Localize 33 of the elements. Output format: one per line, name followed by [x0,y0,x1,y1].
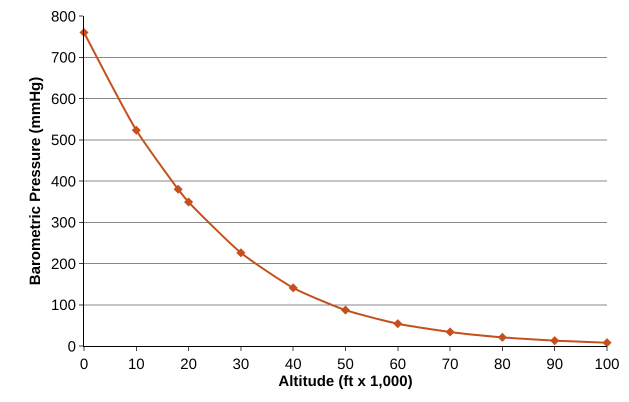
x-tick-label: 80 [494,356,511,373]
point [184,197,194,207]
x-tick-label: 50 [337,356,354,373]
point [288,283,298,292]
y-tick-label: 700 [50,50,76,66]
y-tick-label: 400 [50,173,76,190]
x-tick-label: 30 [232,356,250,373]
point [498,332,507,342]
x-axis-title: Altitude (ft x 1,000) [278,373,413,390]
point [446,327,455,337]
y-tick-label: 800 [50,8,76,26]
x-tick-label: 100 [594,356,620,373]
y-axis-title: Barometric Pressure (mmHg) [27,76,44,286]
point [132,126,141,135]
point [602,338,612,348]
x-tick-label: 40 [284,356,302,373]
point [393,319,402,328]
point [340,306,350,315]
y-tick-label: 200 [50,256,76,273]
y-tick-label: 300 [50,214,76,232]
y-tick-label: 600 [50,90,76,108]
x-tick-label: 0 [80,356,88,373]
point [550,336,560,346]
x-tick-label: 70 [442,356,458,373]
point [236,248,246,258]
point [174,184,183,194]
x-tick-label: 20 [180,356,197,373]
y-tick-label: 0 [68,338,76,356]
x-tick-label: 90 [546,356,564,373]
y-tick-label: 100 [50,297,76,314]
y-tick-label: 500 [50,132,76,149]
x-tick-label: 60 [389,356,406,373]
x-tick-label: 10 [128,356,145,373]
